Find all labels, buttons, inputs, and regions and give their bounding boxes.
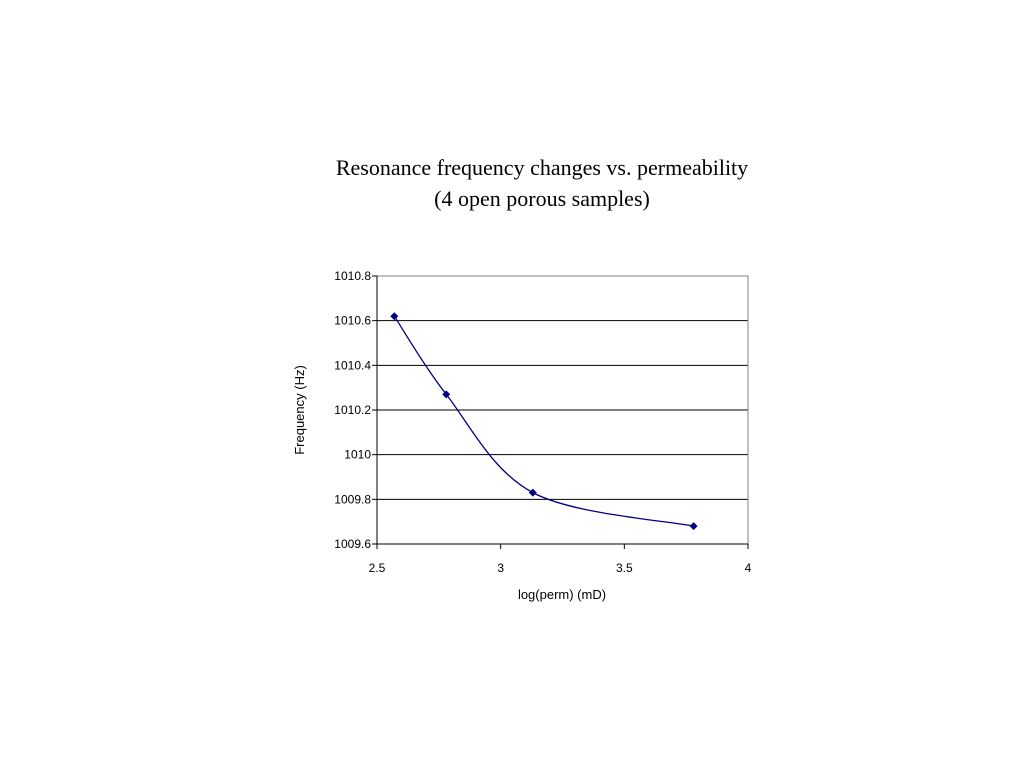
y-axis-label: Frequency (Hz): [292, 365, 307, 455]
data-point-marker: [689, 522, 698, 531]
chart-title: Resonance frequency changes vs. permeabi…: [0, 152, 1024, 214]
chart-title-line-1: Resonance frequency changes vs. permeabi…: [335, 155, 749, 180]
axes: 1009.6 1009.8 1010 1010.2 1010.4 1010.6 1010.8…: [334, 269, 751, 575]
data-point-marker: [528, 488, 537, 497]
y-tick-label: 1010.8: [334, 269, 371, 283]
y-tick-label: 1009.8: [334, 492, 371, 506]
x-axis-label: log(perm) (mD): [518, 587, 606, 602]
y-tick-label: 1010.6: [334, 314, 371, 328]
x-tick-label: 3.5: [616, 561, 633, 575]
y-tick-label: 1010.2: [334, 403, 371, 417]
x-tick-label: 4: [745, 561, 752, 575]
gridlines: [377, 320, 748, 500]
y-tick-label: 1009.6: [334, 537, 371, 551]
data-series: [390, 312, 698, 531]
x-tick-label: 3: [497, 561, 504, 575]
data-point-marker: [390, 312, 399, 321]
x-tick-label: 2.5: [369, 561, 386, 575]
data-point-marker: [442, 390, 451, 399]
y-tick-label: 1010: [344, 448, 371, 462]
y-tick-label: 1010.4: [334, 358, 371, 372]
series-line: [393, 315, 694, 527]
chart-title-line-2: (4 open porous samples): [434, 186, 650, 211]
